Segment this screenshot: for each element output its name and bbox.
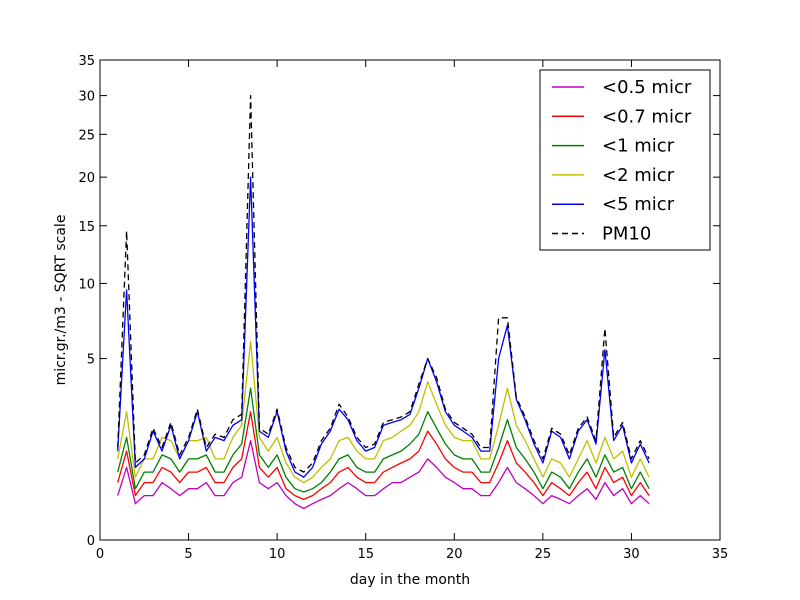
legend-label-4: <5 micr [602, 194, 675, 215]
legend: <0.5 micr <0.7 micr <1 micr <2 micr <5 micr P… [539, 69, 711, 251]
legend-label-2: <1 micr [602, 136, 675, 157]
series-layer [117, 94, 650, 510]
x-tick-label: 5 [184, 547, 192, 562]
plot-frame [99, 59, 721, 541]
y-tick-label: 20 [78, 171, 95, 186]
legend-box [539, 69, 711, 251]
x-tick-label: 15 [357, 547, 374, 562]
y-tick-label: 15 [78, 220, 95, 235]
x-tick-label: 20 [446, 547, 463, 562]
y-tick-label: 0 [87, 534, 95, 549]
legend-label-1: <0.7 micr [602, 106, 692, 127]
legend-label-0: <0.5 micr [602, 77, 692, 98]
x-tick-label: 35 [712, 547, 729, 562]
series-line-0 [117, 439, 650, 510]
y-tick-label: 25 [78, 128, 95, 143]
y-tick-label: 35 [78, 54, 95, 69]
legend-label-3: <2 micr [602, 165, 675, 186]
x-tick-label: 0 [96, 547, 104, 562]
x-tick-label: 10 [269, 547, 286, 562]
series-line-1 [117, 411, 650, 501]
series-line-3 [117, 340, 650, 484]
x-tick-label: 30 [623, 547, 640, 562]
x-tick-label: 25 [535, 547, 552, 562]
x-axis-label: day in the month [350, 572, 470, 588]
legend-label-5: PM10 [602, 224, 651, 245]
y-tick-label: 10 [78, 277, 95, 292]
series-line-5 [117, 94, 650, 473]
y-axis-label: micr.gr./m3 - SQRT scale [53, 215, 69, 386]
ticks-layer: 0 5 10 15 20 25 30 35 0 5 10 15 20 25 30 35 [78, 54, 728, 562]
series-line-2 [117, 387, 650, 493]
series-line-4 [117, 176, 650, 478]
y-tick-label: 30 [78, 90, 95, 105]
y-tick-label: 5 [87, 353, 95, 368]
